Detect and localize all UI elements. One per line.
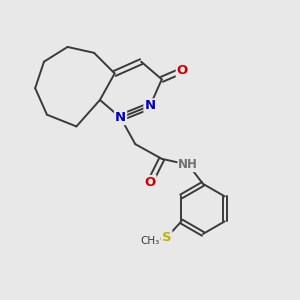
Text: O: O [177, 64, 188, 77]
Text: NH: NH [178, 158, 198, 171]
Text: CH₃: CH₃ [141, 236, 160, 245]
Text: N: N [144, 99, 156, 112]
Text: S: S [162, 231, 171, 244]
Text: O: O [144, 176, 156, 189]
Text: N: N [115, 111, 126, 124]
